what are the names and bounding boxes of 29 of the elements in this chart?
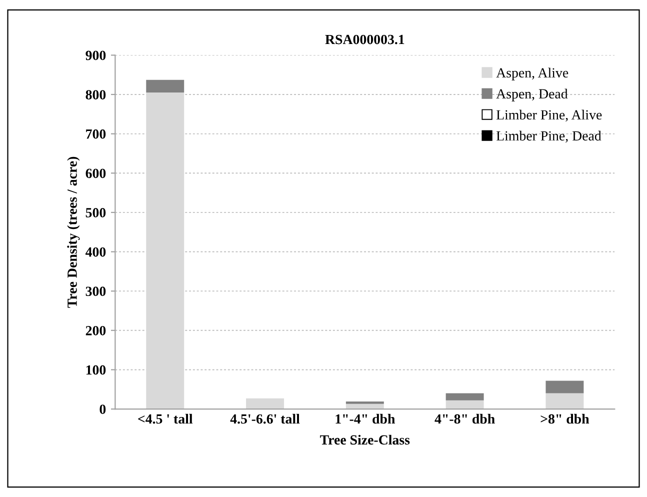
bar	[446, 400, 484, 410]
y-tick-label: 900	[86, 50, 106, 60]
bar	[146, 92, 184, 410]
legend-label: Aspen, Dead	[496, 88, 568, 102]
y-tick-label: 800	[86, 90, 106, 100]
y-tick-label: 500	[86, 208, 106, 218]
y-tick-label: 600	[86, 168, 106, 178]
legend-label: Limber Pine, Dead	[496, 130, 602, 143]
bar	[546, 380, 584, 394]
bar	[146, 80, 184, 93]
chart-title: RSA000003.1	[325, 34, 404, 44]
x-tick-label: 4"-8" dbh	[434, 414, 495, 424]
y-tick-label: 200	[86, 326, 106, 336]
x-tick-label: >8" dbh	[540, 414, 590, 424]
bar	[546, 393, 584, 410]
x-tick-label: 4.5'-6.6' tall	[230, 414, 300, 424]
y-tick-label: 0	[100, 404, 106, 414]
y-tick-label: 400	[85, 247, 106, 257]
bar	[446, 393, 484, 400]
y-axis-title: Tree Density (trees / acre)	[67, 156, 80, 308]
y-tick-label: 100	[86, 365, 106, 375]
x-tick-label: 1"-4" dbh	[336, 414, 395, 424]
x-tick-label: <4.5 ' tall	[138, 414, 193, 424]
bar	[246, 398, 284, 410]
legend-label: Limber Pine, Alive	[496, 110, 602, 122]
y-tick-label: 700	[86, 129, 106, 139]
y-tick-label: 300	[86, 286, 106, 296]
legend-label: Aspen, Alive	[496, 68, 568, 80]
x-axis-title: Tree Size-Class	[320, 434, 410, 445]
